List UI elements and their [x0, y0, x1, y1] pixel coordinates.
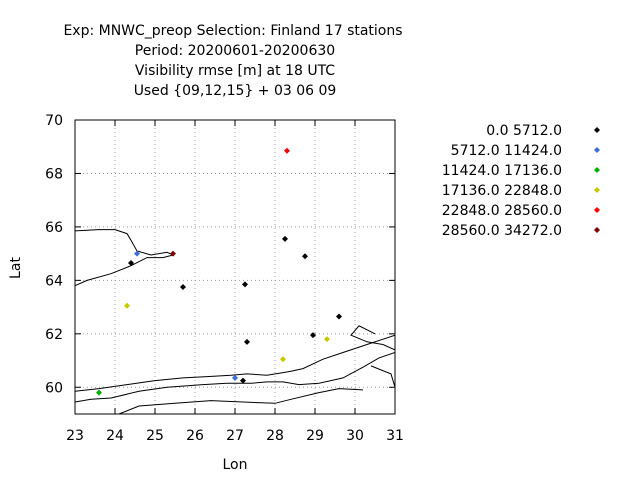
x-tick-label: 26 — [186, 428, 204, 444]
y-tick-label: 66 — [45, 220, 63, 236]
legend-label: 11424.0 17136.0 — [442, 163, 562, 179]
coastline-segment — [350, 325, 395, 351]
coastline-segment — [75, 352, 395, 403]
legend-label: 28560.0 34272.0 — [442, 223, 562, 239]
x-tick-label: 31 — [386, 428, 404, 444]
data-point — [96, 389, 102, 396]
data-point — [324, 336, 330, 343]
legend-marker — [594, 187, 600, 193]
legend-marker — [594, 167, 600, 173]
y-tick-label: 68 — [45, 166, 63, 182]
data-point — [242, 281, 248, 288]
axis-ticks: 23 24 25 26 27 28 29 30 31 60 62 64 66 68 70 — [45, 113, 404, 444]
data-points — [96, 147, 342, 396]
coastline — [75, 229, 395, 414]
y-tick-label: 62 — [45, 327, 63, 343]
coastline-segment — [370, 365, 395, 388]
x-tick-label: 25 — [146, 428, 164, 444]
legend-label: 17136.0 22848.0 — [442, 183, 562, 199]
x-tick-label: 24 — [106, 428, 124, 444]
x-tick-label: 29 — [306, 428, 324, 444]
coastline-segment — [75, 334, 395, 392]
legend-label: 0.0 5712.0 — [486, 123, 562, 139]
x-tick-label: 30 — [346, 428, 364, 444]
legend-marker — [594, 127, 600, 133]
x-tick-label: 23 — [66, 428, 84, 444]
data-point — [240, 377, 246, 384]
data-point — [134, 250, 140, 257]
legend-marker — [594, 147, 600, 153]
y-axis-label: Lat — [8, 257, 24, 279]
data-point — [124, 302, 130, 309]
data-point — [232, 374, 238, 381]
legend-marker — [594, 227, 600, 233]
legend: 0.0 5712.0 5712.0 11424.0 11424.0 17136.0 1… — [442, 123, 600, 239]
data-point — [180, 284, 186, 291]
y-tick-label: 60 — [45, 380, 63, 396]
legend-marker — [594, 207, 600, 213]
coastline-segment — [75, 229, 175, 287]
chart-title: Exp: MNWC_preop Selection: Finland 17 st… — [63, 23, 402, 99]
chart-title-line: Used {09,12,15} + 03 06 09 — [134, 83, 337, 99]
data-point — [244, 338, 250, 345]
coastline-segment — [118, 388, 364, 414]
data-point — [128, 259, 134, 266]
data-point — [170, 250, 176, 257]
data-point — [302, 253, 308, 260]
data-point — [284, 147, 290, 154]
legend-label: 22848.0 28560.0 — [442, 203, 562, 219]
chart-title-line: Exp: MNWC_preop Selection: Finland 17 st… — [63, 23, 402, 39]
data-point — [310, 332, 316, 339]
y-tick-label: 70 — [45, 113, 63, 129]
x-axis-label: Lon — [223, 457, 248, 473]
y-tick-label: 64 — [45, 273, 63, 289]
grid-lines — [75, 120, 395, 414]
data-point — [282, 235, 288, 242]
legend-label: 5712.0 11424.0 — [451, 143, 562, 159]
x-tick-label: 27 — [226, 428, 244, 444]
chart-title-line: Period: 20200601-20200630 — [135, 43, 335, 59]
data-point — [280, 356, 286, 363]
chart-title-line: Visibility rmse [m] at 18 UTC — [135, 63, 335, 79]
x-tick-label: 28 — [266, 428, 284, 444]
data-point — [336, 313, 342, 320]
